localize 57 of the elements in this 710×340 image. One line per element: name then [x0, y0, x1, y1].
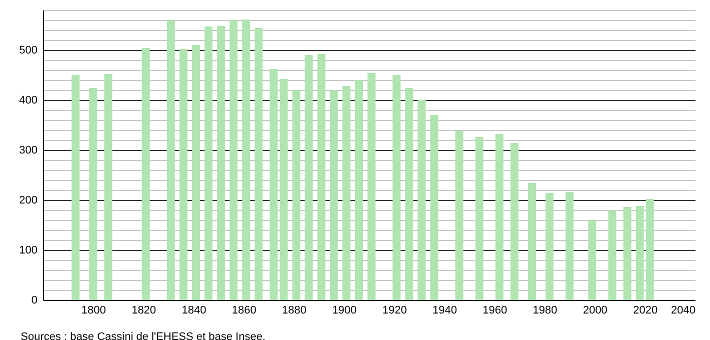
bar [104, 74, 112, 300]
bar [510, 143, 518, 300]
x-tick-label: 1960 [482, 304, 508, 316]
x-tick-label: 2000 [582, 304, 608, 316]
bar [418, 100, 426, 300]
bar [636, 206, 644, 300]
x-tick-label: 1940 [432, 304, 457, 316]
x-tick-label: 1920 [382, 304, 407, 316]
bar [354, 80, 363, 300]
y-tick-label: 200 [19, 194, 38, 206]
bar [528, 183, 536, 300]
bar [546, 193, 554, 300]
bar [475, 137, 484, 300]
bar [72, 75, 80, 300]
x-tick-label: 2040 [671, 304, 696, 316]
y-tick-label: 400 [19, 94, 38, 106]
x-tick-label: 1840 [182, 304, 206, 316]
bar [217, 26, 226, 300]
x-tick-label: 1820 [132, 304, 156, 316]
bar [405, 88, 414, 300]
bar [254, 28, 263, 300]
bar [242, 20, 250, 300]
bar [566, 192, 574, 300]
x-tick-label: 1800 [81, 304, 106, 316]
bar [179, 49, 188, 300]
bar [392, 75, 401, 300]
x-tick-label: 1860 [232, 304, 256, 316]
bar [230, 20, 238, 300]
bar [430, 115, 438, 300]
bar [623, 207, 632, 300]
y-tick-label: 500 [19, 44, 38, 56]
bar [192, 45, 200, 300]
bar [204, 26, 213, 300]
bar [280, 79, 288, 300]
bar [455, 131, 464, 300]
bar [646, 199, 654, 300]
bar [142, 48, 150, 300]
y-tick-label: 100 [19, 244, 38, 256]
x-tick-label: 1900 [332, 304, 357, 316]
bar [166, 20, 175, 300]
bar [292, 90, 300, 300]
bar [495, 134, 504, 300]
bar [608, 210, 616, 300]
bar [588, 220, 596, 300]
x-tick-label: 2020 [633, 304, 658, 316]
bar [330, 90, 338, 300]
source-note: Sources : base Cassini de l'EHESS et base Insee. [20, 331, 266, 340]
y-tick-label: 0 [31, 294, 38, 306]
bar [304, 55, 313, 300]
y-tick-label: 300 [19, 144, 38, 156]
x-tick-label: 1980 [532, 304, 558, 316]
bar [89, 88, 98, 300]
bar [270, 69, 278, 300]
bar [317, 54, 326, 300]
bar [368, 73, 376, 300]
x-tick-label: 1880 [282, 304, 307, 316]
bar [342, 86, 350, 300]
